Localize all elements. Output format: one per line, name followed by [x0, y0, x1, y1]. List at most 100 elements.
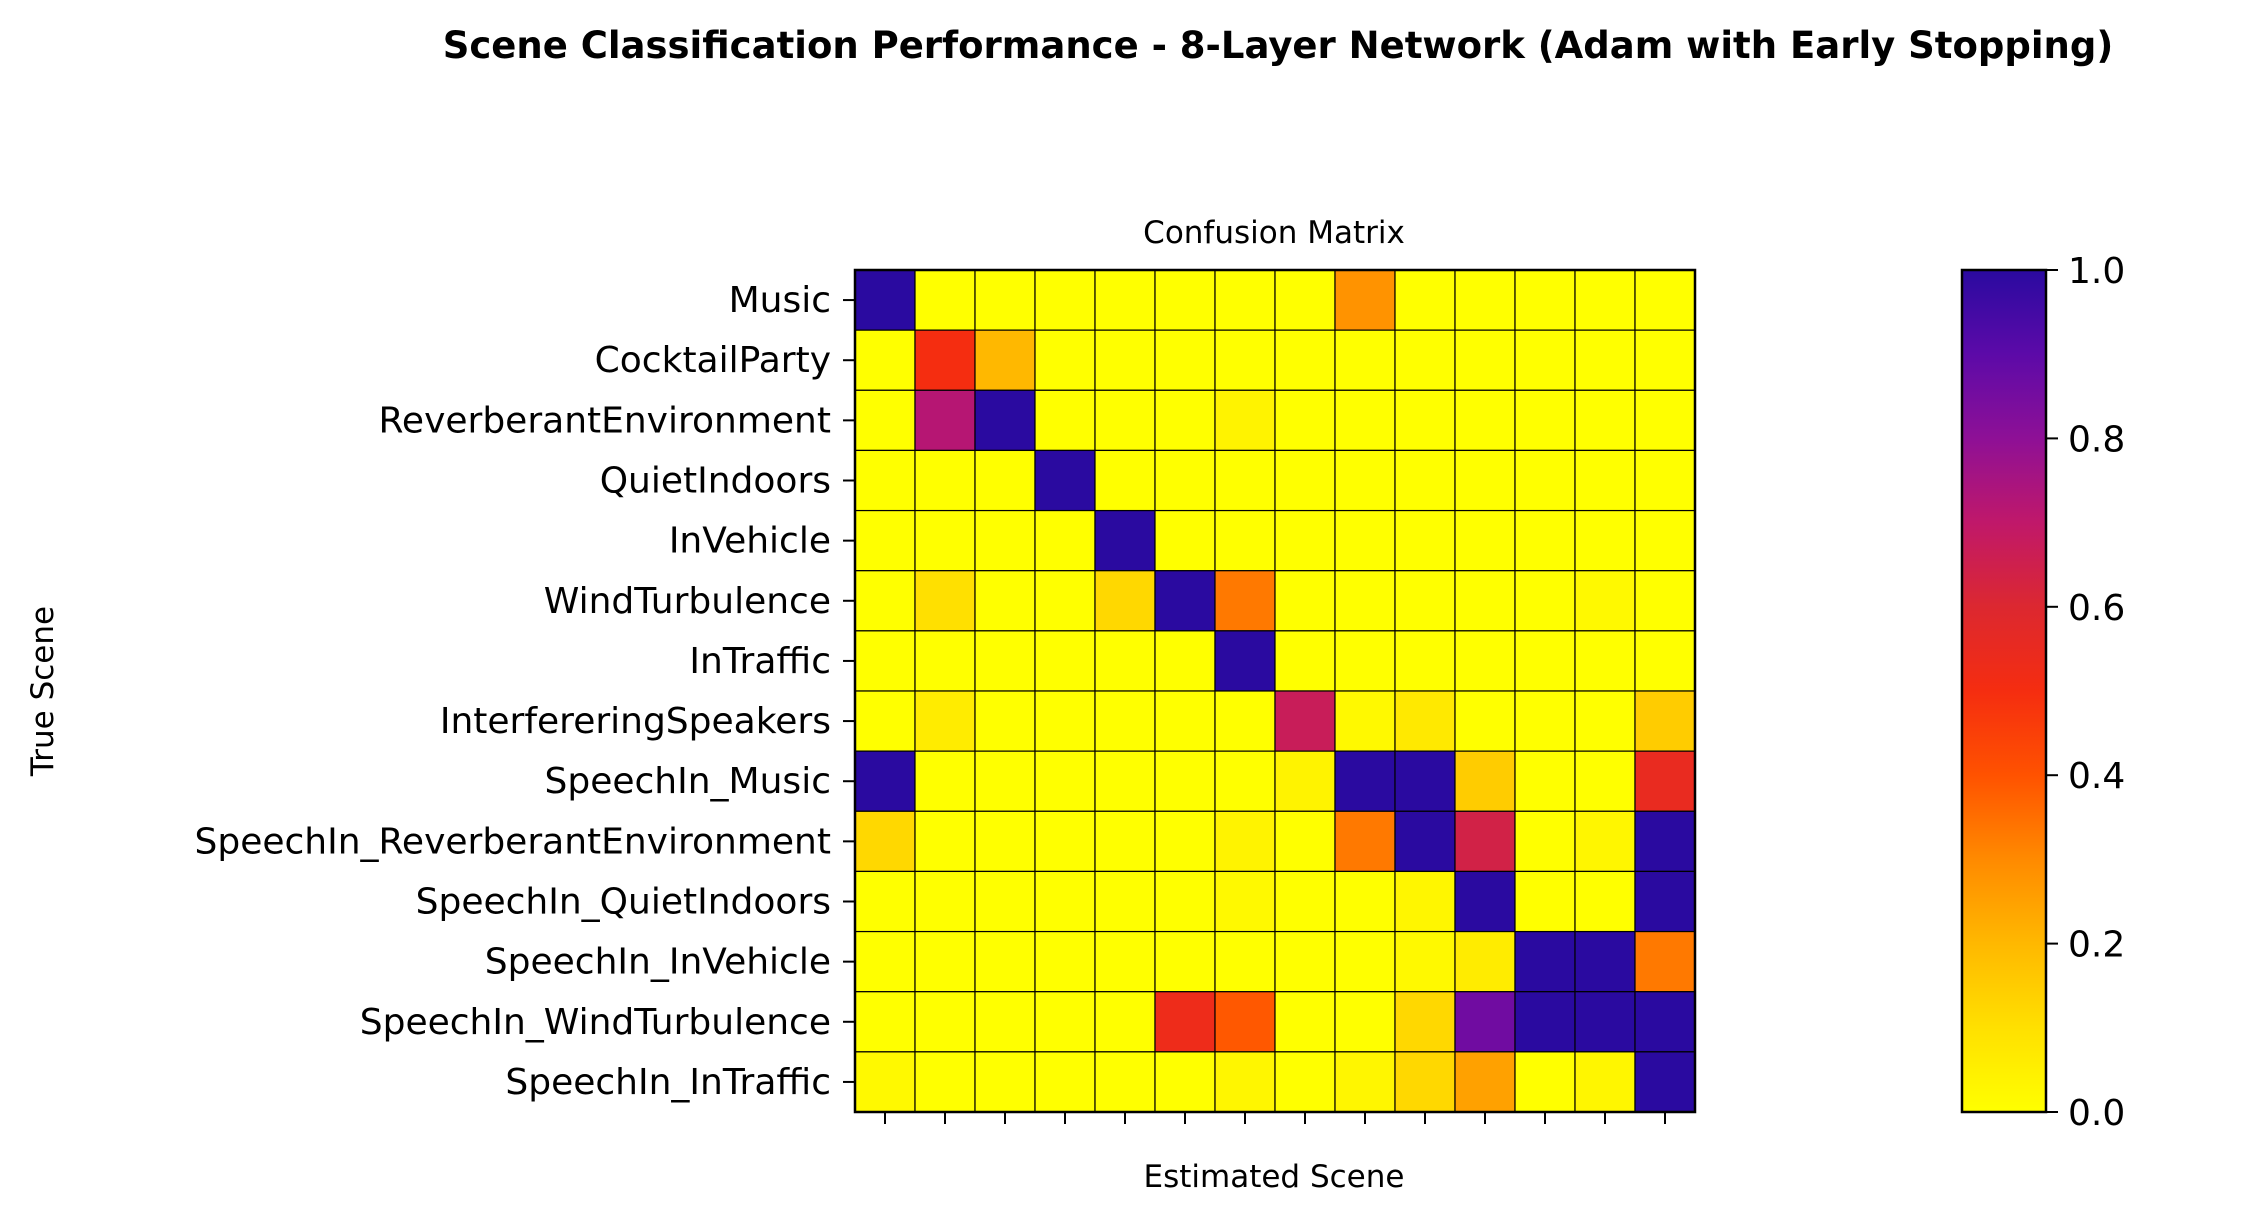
heatmap-cell [854, 269, 916, 331]
heatmap-cell [974, 509, 1036, 572]
heatmap-cell [1034, 870, 1096, 933]
heatmap-cell [1514, 930, 1576, 993]
heatmap-cell [1034, 570, 1096, 632]
heatmap-cell [1394, 1051, 1456, 1113]
heatmap-cell [1514, 329, 1576, 391]
heatmap-cell [1514, 870, 1576, 933]
heatmap-cell [1334, 930, 1396, 993]
heatmap-cell [1094, 870, 1156, 933]
heatmap-cell [854, 991, 916, 1053]
heatmap-cell [1634, 930, 1696, 993]
heatmap-cell [1274, 870, 1336, 933]
heatmap-cell [1274, 1051, 1336, 1113]
heatmap-cell [1154, 389, 1216, 452]
heatmap-cell [1394, 329, 1456, 391]
heatmap-cell [914, 750, 976, 812]
heatmap-cell [1094, 269, 1156, 331]
heatmap-cell [854, 509, 916, 572]
heatmap-cell [1274, 810, 1336, 873]
heatmap-cell [1274, 630, 1336, 692]
heatmap-cell [1334, 449, 1396, 512]
colorbar-tick-label: 0.6 [2068, 588, 2125, 629]
heatmap-cell [1154, 449, 1216, 512]
heatmap-cell [974, 810, 1036, 873]
heatmap-cell [1634, 570, 1696, 632]
heatmap-cell [1514, 570, 1576, 632]
y-tick-label: QuietIndoors [600, 461, 831, 502]
heatmap-cell [1094, 690, 1156, 752]
heatmap-cell [1094, 389, 1156, 452]
heatmap-cell [1454, 991, 1516, 1053]
heatmap-cell [1454, 509, 1516, 572]
heatmap-cell [1634, 269, 1696, 331]
heatmap-cell [914, 870, 976, 933]
heatmap-cell [1574, 750, 1636, 812]
heatmap-cell [1034, 930, 1096, 993]
heatmap-cell [1154, 570, 1216, 632]
heatmap-cell [1634, 449, 1696, 512]
heatmap-cell [1034, 630, 1096, 692]
heatmap-cell [1574, 1051, 1636, 1113]
heatmap-cell [1574, 509, 1636, 572]
heatmap-cell [1394, 630, 1456, 692]
heatmap-cell [1334, 570, 1396, 632]
matrix-subtitle: Confusion Matrix [1143, 215, 1405, 251]
heatmap-cell [1574, 930, 1636, 993]
heatmap-cell [1214, 810, 1276, 873]
heatmap-cell [1094, 630, 1156, 692]
heatmap-cell [914, 630, 976, 692]
heatmap-cell [1574, 449, 1636, 512]
heatmap-cell [1154, 930, 1216, 993]
heatmap-cell [914, 1051, 976, 1113]
heatmap-cell [1214, 1051, 1276, 1113]
heatmap-cell [1574, 870, 1636, 933]
heatmap-cell [1334, 509, 1396, 572]
heatmap-cell [1454, 329, 1516, 391]
colorbar-ticks: 0.0 0.2 0.4 0.6 0.8 1.0 [2046, 251, 2125, 1134]
heatmap-cell [1454, 630, 1516, 692]
heatmap-cell [1514, 1051, 1576, 1113]
heatmap-cell [1154, 630, 1216, 692]
heatmap-cell [974, 991, 1036, 1053]
heatmap-cell [1274, 509, 1336, 572]
heatmap-cell [1454, 690, 1516, 752]
heatmap-cell [854, 389, 916, 452]
heatmap-cell [1214, 329, 1276, 391]
heatmap-cell [1514, 389, 1576, 452]
heatmap-cell [1034, 269, 1096, 331]
heatmap-cell [1634, 750, 1696, 812]
heatmap-cell [1394, 991, 1456, 1053]
heatmap-cell [1094, 750, 1156, 812]
heatmap-cell [1634, 810, 1696, 873]
heatmap-cell [1334, 1051, 1396, 1113]
heatmap-cell [914, 570, 976, 632]
y-tick-label: ReverberantEnvironment [379, 400, 831, 441]
heatmap-cell [1454, 810, 1516, 873]
heatmap-cell [974, 870, 1036, 933]
heatmap-cell [1154, 870, 1216, 933]
heatmap-cell [1214, 630, 1276, 692]
heatmap-cell [1214, 870, 1276, 933]
heatmap-cell [914, 329, 976, 391]
heatmap-cell [1214, 389, 1276, 452]
heatmap-cell [1454, 389, 1516, 452]
heatmap-cell [1274, 269, 1336, 331]
heatmap-cell [974, 750, 1036, 812]
heatmap-cell [1634, 1051, 1696, 1113]
heatmap-cell [1334, 269, 1396, 331]
heatmap-cell [914, 930, 976, 993]
y-tick-label: InTraffic [689, 641, 831, 682]
colorbar-tick-label: 0.4 [2068, 756, 2125, 797]
heatmap-cell [974, 1051, 1036, 1113]
heatmap-frame [853, 268, 1697, 1114]
heatmap-cell [1034, 509, 1096, 572]
heatmap-cell [1574, 690, 1636, 752]
colorbar [1960, 268, 2048, 1114]
heatmap-cell [854, 329, 916, 391]
heatmap-cell [1154, 690, 1216, 752]
heatmap-cell [1454, 449, 1516, 512]
heatmap-cell [1214, 449, 1276, 512]
heatmap-cell [1094, 329, 1156, 391]
heatmap-cell [974, 269, 1036, 331]
